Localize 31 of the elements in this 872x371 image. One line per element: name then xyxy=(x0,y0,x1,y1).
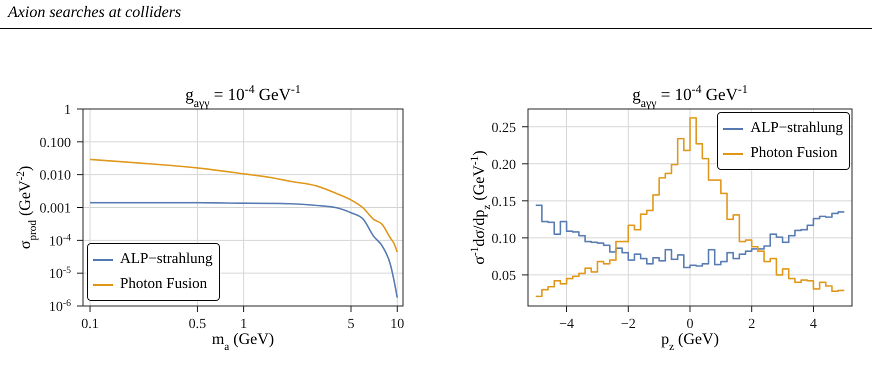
y-tick-label: 0.15 xyxy=(492,194,516,210)
legend-label: ALP−strahlung xyxy=(120,250,213,269)
y-tick-label: 10$^{-6}$ xyxy=(48,298,72,315)
y-tick-label: 0.20 xyxy=(492,158,516,173)
y-tick-label: 10$^{-5}$ xyxy=(48,264,72,282)
x-tick-label: 2 xyxy=(748,317,756,332)
x-tick-label: −2 xyxy=(620,317,636,332)
x-tick-label: 0.5 xyxy=(188,317,206,332)
text: Axion searches at colliders xyxy=(8,4,182,22)
x-axis-title: p$_{z}$ (GeV) xyxy=(661,331,719,353)
y-tick-label: 0.100 xyxy=(40,136,71,151)
x-tick-label: 0.1 xyxy=(81,317,99,332)
chart-title: g$_{aγγ}$ = 10$^{-4}$ GeV$^{-1}$ xyxy=(632,82,748,110)
x-tick-label: 1 xyxy=(240,317,248,332)
x-tick-label: 10 xyxy=(390,317,404,332)
legend-label: Photon Fusion xyxy=(750,144,838,163)
y-tick-label: 0.010 xyxy=(40,168,71,184)
legend-label: Photon Fusion xyxy=(120,275,208,294)
x-tick-label: 4 xyxy=(810,317,817,332)
legend-label: ALP−strahlung xyxy=(750,119,843,138)
y-tick-label: 0.001 xyxy=(40,202,71,216)
y-tick-label: 0.10 xyxy=(492,232,516,247)
y-tick-label: 0.25 xyxy=(492,120,516,136)
x-tick-label: 5 xyxy=(348,317,355,332)
x-tick-label: −4 xyxy=(559,317,574,332)
y-tick-label: 0.05 xyxy=(492,268,516,284)
y-tick-label: 1 xyxy=(64,103,71,118)
x-tick-label: 0 xyxy=(686,317,694,332)
x-axis-title: m$_{a}$ (GeV) xyxy=(212,331,274,353)
chart-title: g$_{aγγ}$ = 10$^{-4}$ GeV$^{-1}$ xyxy=(185,82,301,110)
y-tick-label: 10$^{-4}$ xyxy=(48,232,72,250)
